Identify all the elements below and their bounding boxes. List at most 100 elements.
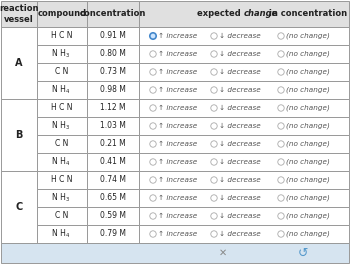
Bar [37,153,87,171]
Bar [87,153,139,171]
Text: ↑ increase: ↑ increase [158,231,197,237]
Text: 0.74 M: 0.74 M [100,176,126,184]
Circle shape [150,123,156,129]
Bar [87,171,139,189]
Text: compound: compound [37,9,86,18]
Text: (no change): (no change) [286,33,330,39]
Circle shape [278,33,284,39]
Circle shape [211,195,217,201]
Bar [37,99,87,117]
Text: (no change): (no change) [286,213,330,219]
Text: N H: N H [52,230,66,238]
Bar [87,45,139,63]
Circle shape [211,123,217,129]
Bar [1,1,37,27]
Bar [37,63,87,81]
Bar [87,1,139,27]
Text: H C N: H C N [51,176,73,184]
Bar [139,1,349,27]
Bar [37,27,87,45]
Text: ↓ decrease: ↓ decrease [219,123,260,129]
Circle shape [278,213,284,219]
Text: ↑ increase: ↑ increase [158,177,197,183]
Text: (no change): (no change) [286,177,330,183]
Bar [139,45,349,63]
Bar [37,171,87,189]
Text: ↓ decrease: ↓ decrease [219,195,260,201]
Bar [139,171,349,189]
Text: ↑ increase: ↑ increase [158,123,197,129]
Text: 3: 3 [66,197,69,202]
Circle shape [150,87,156,93]
Circle shape [211,69,217,75]
Circle shape [150,231,156,237]
Bar [37,207,87,225]
Text: (no change): (no change) [286,123,330,129]
Circle shape [278,231,284,237]
Text: ↓ decrease: ↓ decrease [219,105,260,111]
Circle shape [278,159,284,165]
Text: 3: 3 [66,53,69,58]
Circle shape [211,159,217,165]
Circle shape [150,141,156,147]
Text: 1.12 M: 1.12 M [100,104,126,113]
Text: 0.65 M: 0.65 M [100,193,126,203]
Text: in concentration: in concentration [266,9,347,18]
Bar [87,135,139,153]
Bar [37,45,87,63]
Circle shape [211,33,217,39]
Bar [87,27,139,45]
Text: (no change): (no change) [286,87,330,93]
Text: ↓ decrease: ↓ decrease [219,231,260,237]
Text: ↓ decrease: ↓ decrease [219,141,260,147]
Bar [87,63,139,81]
Bar [37,225,87,243]
Text: ↓ decrease: ↓ decrease [219,69,260,75]
Text: N H: N H [52,158,66,166]
Text: ↓ decrease: ↓ decrease [219,51,260,57]
Bar [1,99,37,171]
Text: C: C [15,202,23,212]
Bar [1,171,37,243]
Circle shape [278,51,284,57]
Text: concentration: concentration [80,9,146,18]
Text: expected: expected [197,9,244,18]
Text: C N: C N [55,139,69,148]
Bar [139,63,349,81]
Text: ↑ increase: ↑ increase [158,213,197,219]
Bar [139,207,349,225]
Bar [87,225,139,243]
Text: ↓ decrease: ↓ decrease [219,159,260,165]
Text: A: A [15,58,23,68]
Circle shape [278,87,284,93]
Bar [1,27,37,99]
Text: ↓ decrease: ↓ decrease [219,213,260,219]
Text: ↑ increase: ↑ increase [158,141,197,147]
Circle shape [150,159,156,165]
Circle shape [211,105,217,111]
Circle shape [278,141,284,147]
Text: ↑ increase: ↑ increase [158,51,197,57]
Circle shape [211,87,217,93]
Circle shape [278,69,284,75]
Text: ↑ increase: ↑ increase [158,159,197,165]
Circle shape [278,177,284,183]
Bar [139,153,349,171]
Bar [139,189,349,207]
Bar [139,117,349,135]
Text: (no change): (no change) [286,141,330,147]
Bar [37,1,87,27]
Circle shape [150,51,156,57]
Circle shape [278,105,284,111]
Text: N H: N H [52,86,66,94]
Text: 3: 3 [66,125,69,130]
Text: 0.41 M: 0.41 M [100,158,126,166]
Text: ↑ increase: ↑ increase [158,69,197,75]
Circle shape [150,105,156,111]
Text: 0.91 M: 0.91 M [100,31,126,41]
Circle shape [211,231,217,237]
Text: (no change): (no change) [286,159,330,165]
Text: ↑ increase: ↑ increase [158,105,197,111]
Bar [139,99,349,117]
Circle shape [150,195,156,201]
